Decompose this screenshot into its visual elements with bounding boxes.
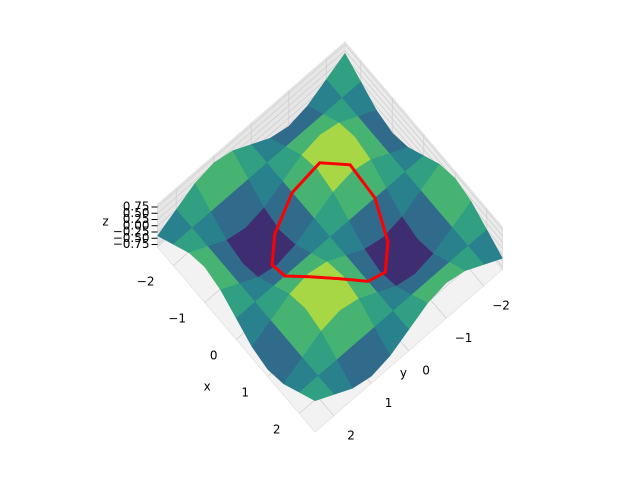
grid-line bbox=[157, 50, 346, 214]
y-axis-label: y bbox=[400, 366, 407, 380]
z-tick-label: −0.25 bbox=[113, 225, 150, 239]
y-tick-label: −1 bbox=[168, 311, 186, 325]
curve-line bbox=[270, 161, 390, 283]
x-tick-label: −1 bbox=[455, 331, 473, 345]
grid-line bbox=[157, 44, 346, 208]
z-tick-label: −0.75 bbox=[113, 237, 150, 251]
z-axis-label: z bbox=[102, 214, 108, 228]
x-tick-label: 1 bbox=[385, 396, 393, 410]
z-tick-label: 0.25 bbox=[123, 212, 150, 226]
z-tick-label: 0.50 bbox=[123, 206, 150, 220]
x-tick-label: 2 bbox=[347, 429, 355, 443]
z-tick-label: 0.75 bbox=[123, 200, 150, 214]
z-tick-label: −0.50 bbox=[113, 231, 150, 245]
y-tick-label: 2 bbox=[273, 422, 281, 436]
grid-line bbox=[344, 44, 503, 230]
z-tick-label: 0.00 bbox=[123, 218, 150, 232]
y-tick-label: −2 bbox=[137, 274, 155, 288]
x-axis-label: x bbox=[204, 379, 211, 393]
y-tick-label: 0 bbox=[210, 348, 218, 362]
y-tick-label: 1 bbox=[241, 385, 249, 399]
x-tick-label: 0 bbox=[422, 364, 430, 378]
x-tick-label: −2 bbox=[492, 299, 510, 313]
grid-line bbox=[344, 50, 503, 237]
surface-patch bbox=[298, 375, 335, 402]
